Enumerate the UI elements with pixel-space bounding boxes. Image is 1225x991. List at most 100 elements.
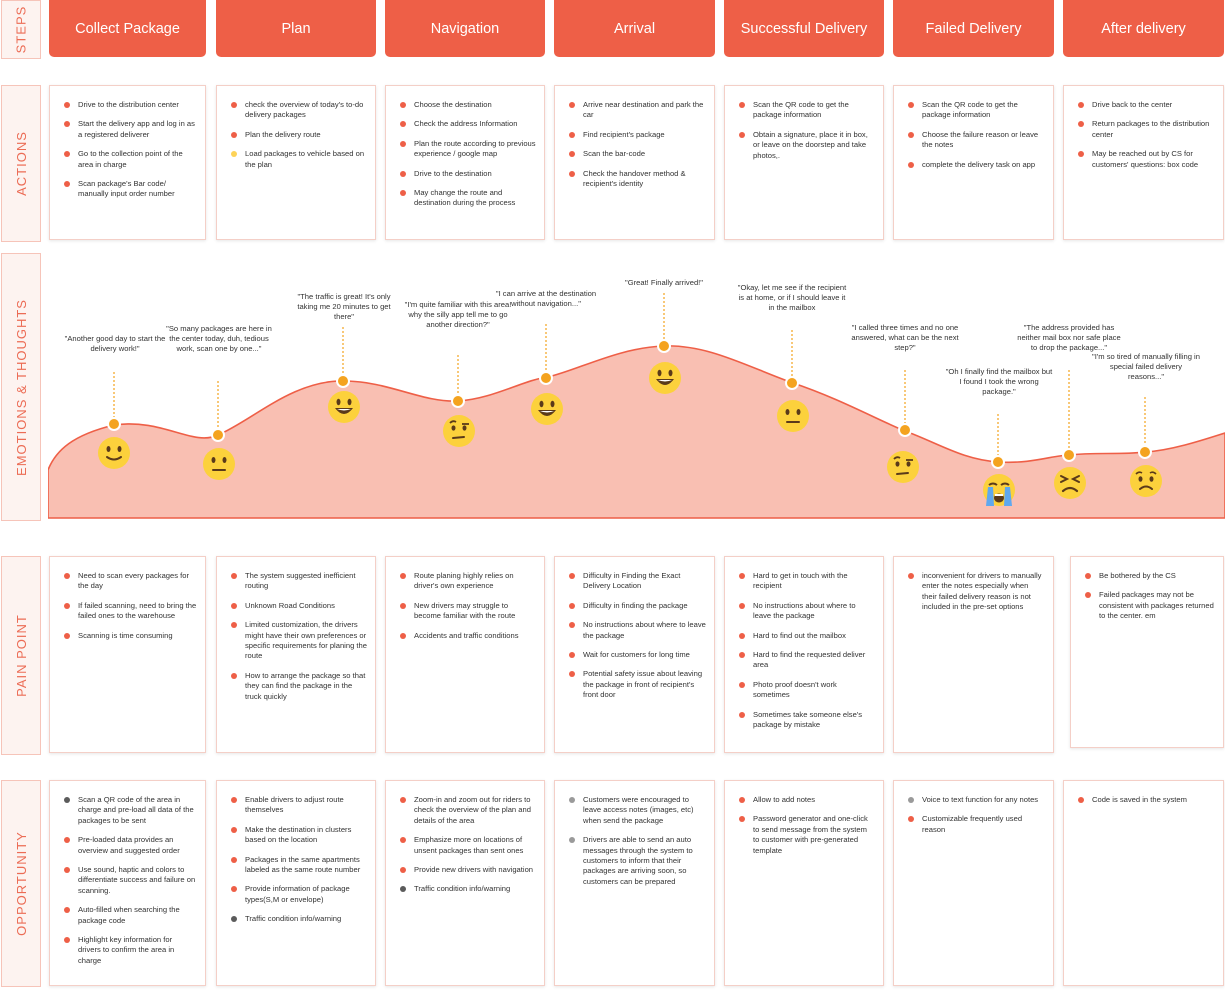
list-item: Use sound, haptic and colors to differen… (62, 865, 197, 896)
list-item: Find recipient's package (567, 130, 706, 140)
list-item: Voice to text function for any notes (906, 795, 1045, 805)
step-header: After delivery (1063, 0, 1224, 57)
list-item: Provide information of package types(S,M… (229, 884, 367, 905)
list-item: inconvenient for drivers to manually ent… (906, 571, 1045, 613)
list-item: Plan the route according to previous exp… (398, 139, 536, 160)
list-item: Hard to get in touch with the recipient (737, 571, 875, 592)
list-item: Be bothered by the CS (1083, 571, 1215, 581)
list-item: Scan package's Bar code/ manually input … (62, 179, 197, 200)
list-item: New drivers may struggle to become famil… (398, 601, 536, 622)
list-item: Check the handover method & recipient's … (567, 169, 706, 190)
opportunity-card: Customers were encouraged to leave acces… (554, 780, 715, 986)
emotion-markers (107, 293, 1152, 469)
pain-point-card: Be bothered by the CS Failed packages ma… (1070, 556, 1224, 748)
list-item: Emphasize more on locations of unsent pa… (398, 835, 536, 856)
list-item: Allow to add notes (737, 795, 875, 805)
list-item: Potential safety issue about leaving the… (567, 669, 706, 700)
step-header: Failed Delivery (893, 0, 1054, 57)
list-item: Code is saved in the system (1076, 795, 1215, 805)
persevering-face-icon (1054, 467, 1086, 499)
pain-point-card: inconvenient for drivers to manually ent… (893, 556, 1054, 753)
list-item: Packages in the same apartments labeled … (229, 855, 367, 876)
emotion-quote: "Another good day to start the delivery … (64, 334, 166, 354)
list-item: Limited customization, the drivers might… (229, 620, 367, 662)
list-item: Drive to the destination (398, 169, 536, 179)
list-item: The system suggested inefficient routing (229, 571, 367, 592)
emotion-point (211, 428, 225, 442)
list-item: May change the route and destination dur… (398, 188, 536, 209)
list-item: Go to the collection point of the area i… (62, 149, 197, 170)
list-item: Enable drivers to adjust route themselve… (229, 795, 367, 816)
list-item: Choose the failure reason or leave the n… (906, 130, 1045, 151)
list-item: Scan the QR code to get the package info… (737, 100, 875, 121)
worried-face-icon (1130, 465, 1162, 497)
list-item: No instructions about where to leave the… (737, 601, 875, 622)
list-item: Auto-filled when searching the package c… (62, 905, 197, 926)
emotion-quote: "Oh I finally find the mailbox but I fou… (945, 367, 1053, 397)
list-item: Traffic condition info/warning (229, 914, 367, 924)
grinning-face-icon (649, 362, 681, 394)
list-item: If failed scanning, need to bring the fa… (62, 601, 197, 622)
list-item: Traffic condition info/warning (398, 884, 536, 894)
pain-point-card: Need to scan every packages for the day … (49, 556, 206, 753)
grinning-face-icon (328, 391, 360, 423)
list-item: Plan the delivery route (229, 130, 367, 140)
emotion-point (657, 339, 671, 353)
pain-point-card: Hard to get in touch with the recipient … (724, 556, 884, 753)
emotion-point (336, 374, 350, 388)
list-item: Scan the bar-code (567, 149, 706, 159)
list-item: Route planing highly relies on driver's … (398, 571, 536, 592)
list-item: Password generator and one-click to send… (737, 814, 875, 856)
list-item: Check the address Information (398, 119, 536, 129)
list-item: Arrive near destination and park the car (567, 100, 706, 121)
list-item: Pre-loaded data provides an overview and… (62, 835, 197, 856)
list-item: Obtain a signature, place it in box, or … (737, 130, 875, 161)
neutral-face-icon (777, 400, 809, 432)
opportunity-card: Code is saved in the system (1063, 780, 1224, 986)
neutral-face-icon (203, 448, 235, 480)
slightly-smiling-face-icon (98, 437, 130, 469)
list-item: Start the delivery app and log in as a r… (62, 119, 197, 140)
list-item: Load packages to vehicle based on the pl… (229, 149, 367, 170)
list-item: Make the destination in clusters based o… (229, 825, 367, 846)
actions-card: Drive to the distribution center Start t… (49, 85, 206, 240)
list-item: Difficulty in Finding the Exact Delivery… (567, 571, 706, 592)
row-label-emotions: EMOTIONS & THOUGHTS (1, 253, 41, 521)
list-item: Need to scan every packages for the day (62, 571, 197, 592)
actions-card: Scan the QR code to get the package info… (724, 85, 884, 240)
row-label-pain-point: PAIN POINT (1, 556, 41, 755)
emotion-point (107, 417, 121, 431)
emotion-quote: "I'm quite familiar with this area! why … (404, 300, 512, 330)
list-item: Scanning is time consuming (62, 631, 197, 641)
step-header: Navigation (385, 0, 545, 57)
opportunity-card: Voice to text function for any notes Cus… (893, 780, 1054, 986)
emotion-quote: "Great! Finally arrived!" (625, 278, 703, 287)
pain-point-card: Difficulty in Finding the Exact Delivery… (554, 556, 715, 753)
list-item: Unknown Road Conditions (229, 601, 367, 611)
emotion-quote: "So many packages are here in the center… (166, 324, 272, 354)
pain-point-card: Route planing highly relies on driver's … (385, 556, 545, 753)
row-label-opportunity: OPPORTUNITY (1, 780, 41, 987)
step-header: Collect Package (49, 0, 206, 57)
pain-point-card: The system suggested inefficient routing… (216, 556, 376, 753)
emotion-point (451, 394, 465, 408)
actions-card: check the overview of today's to-do deli… (216, 85, 376, 240)
list-item: Scan the QR code to get the package info… (906, 100, 1045, 121)
list-item: Scan a QR code of the area in charge and… (62, 795, 197, 826)
list-item: Drive back to the center (1076, 100, 1215, 110)
loudly-crying-face-icon (983, 474, 1015, 506)
emotion-quote: "I'm so tired of manually filling in spe… (1092, 352, 1200, 382)
opportunity-card: Zoom-in and zoom out for riders to check… (385, 780, 545, 986)
emotion-point (898, 423, 912, 437)
emotion-quote: "I can arrive at the destination without… (495, 289, 597, 309)
actions-card: Drive back to the center Return packages… (1063, 85, 1224, 240)
list-item: Failed packages may not be consistent wi… (1083, 590, 1215, 621)
actions-card: Arrive near destination and park the car… (554, 85, 715, 240)
opportunity-card: Allow to add notes Password generator an… (724, 780, 884, 986)
list-item: Drivers are able to send an auto message… (567, 835, 706, 887)
list-item: No instructions about where to leave the… (567, 620, 706, 641)
list-item: Customers were encouraged to leave acces… (567, 795, 706, 826)
list-item: complete the delivery task on app (906, 160, 1045, 170)
list-item: Wait for customers for long time (567, 650, 706, 660)
list-item: Customizable frequently used reason (906, 814, 1045, 835)
